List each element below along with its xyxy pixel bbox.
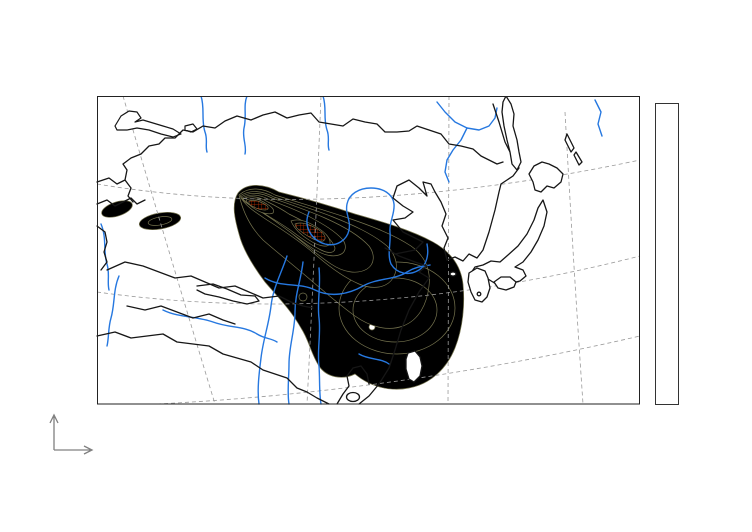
map-canvas bbox=[96, 96, 641, 405]
coastlines-layer bbox=[96, 96, 583, 405]
hatch-overlay bbox=[249, 200, 269, 210]
x-scale-arrow bbox=[54, 445, 94, 455]
colorbar bbox=[655, 103, 679, 405]
map-frame bbox=[97, 96, 640, 405]
vector-scale-arrows bbox=[49, 413, 94, 455]
y-scale-arrow bbox=[49, 413, 59, 450]
rivers-layer bbox=[100, 96, 603, 405]
dust-contours-layer bbox=[101, 185, 465, 390]
